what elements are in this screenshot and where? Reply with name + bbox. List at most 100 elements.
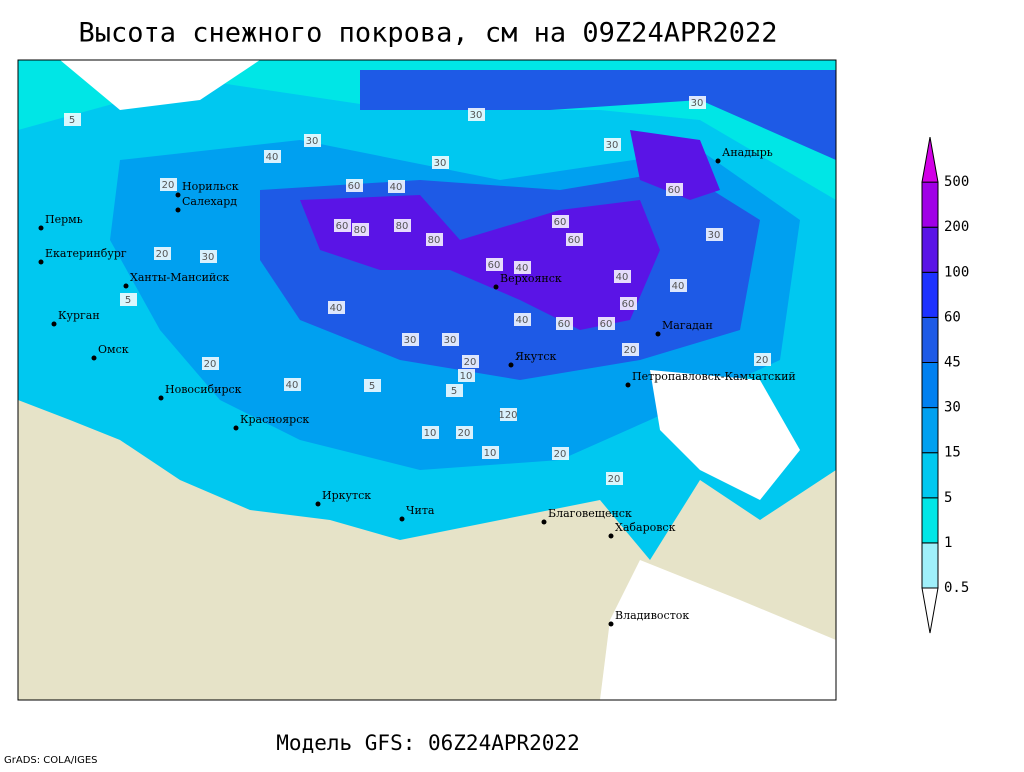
- contour-label: 30: [606, 140, 619, 151]
- contour-label-box: [432, 156, 449, 169]
- city-dot: [38, 225, 44, 231]
- contour-label: 30: [306, 136, 319, 147]
- contour-label-box: [394, 219, 411, 232]
- city-dot: [233, 425, 239, 431]
- contour-label-box: [500, 408, 517, 421]
- colorbar-label: 5: [944, 490, 952, 506]
- city-label: Ханты-Мансийск: [130, 271, 229, 284]
- contour-label-box: [284, 378, 301, 391]
- city-label: Курган: [58, 309, 100, 322]
- snow-area: [300, 195, 660, 330]
- contour-label: 60: [600, 319, 613, 330]
- contour-label: 60: [668, 185, 681, 196]
- contour-label-box: [754, 353, 771, 366]
- contour-label: 20: [464, 357, 477, 368]
- city-label: Магадан: [662, 319, 713, 332]
- city-label: Владивосток: [615, 609, 689, 622]
- contour-label: 60: [348, 181, 361, 192]
- city-label: Петропавловск-Камчатский: [632, 370, 796, 383]
- contour-label: 5: [451, 386, 457, 397]
- contour-label-box: [670, 279, 687, 292]
- contour-label: 30: [434, 158, 447, 169]
- city-dot: [38, 259, 44, 265]
- contour-label: 40: [286, 380, 299, 391]
- contour-label: 60: [568, 235, 581, 246]
- contour-label-box: [552, 447, 569, 460]
- city-label: Екатеринбург: [45, 247, 127, 260]
- contour-label-box: [458, 369, 475, 382]
- contour-label-box: [402, 333, 419, 346]
- contour-label-box: [364, 379, 381, 392]
- contour-label-box: [456, 426, 473, 439]
- colorbar-label: 60: [944, 309, 961, 325]
- sea: [600, 560, 836, 700]
- snow-area: [360, 70, 836, 160]
- city-label: Якутск: [515, 350, 556, 363]
- city-label: Омск: [98, 343, 129, 356]
- city-dot: [493, 284, 499, 290]
- colorbar-label: 500: [944, 174, 969, 190]
- contour-label: 5: [369, 381, 375, 392]
- title: Высота снежного покрова, см на 09Z24APR2…: [79, 18, 778, 49]
- contour-label-box: [202, 357, 219, 370]
- city-label: Новосибирск: [165, 383, 242, 396]
- city-dot: [315, 501, 321, 507]
- city-dot: [91, 355, 97, 361]
- colorbar-swatch: [921, 452, 939, 499]
- colorbar-label: 1: [944, 535, 952, 551]
- contour-label-box: [486, 258, 503, 271]
- contour-label: 20: [756, 355, 769, 366]
- contour-label: 10: [484, 448, 497, 459]
- city-dot: [51, 321, 57, 327]
- contour-label: 10: [424, 428, 437, 439]
- city-dot: [625, 382, 631, 388]
- contour-label-box: [422, 426, 439, 439]
- contour-label-box: [426, 233, 443, 246]
- colorbar-label: 200: [944, 219, 969, 235]
- contour-label: 60: [558, 319, 571, 330]
- contour-label: 60: [336, 221, 349, 232]
- contour-label-box: [620, 297, 637, 310]
- contour-label: 20: [554, 449, 567, 460]
- city-dot: [715, 158, 721, 164]
- city-label: Иркутск: [322, 489, 371, 502]
- city-label: Благовещенск: [548, 507, 632, 520]
- colorbar-triangle: [921, 587, 939, 634]
- contour-label-box: [606, 472, 623, 485]
- contour-label-box: [604, 138, 621, 151]
- contour-label-box: [388, 180, 405, 193]
- contour-label: 40: [330, 303, 343, 314]
- city-label: Анадырь: [722, 146, 773, 159]
- city-dot: [655, 331, 661, 337]
- contour-label-box: [446, 384, 463, 397]
- contour-label-box: [304, 134, 321, 147]
- contour-label-box: [482, 446, 499, 459]
- city-label: Чита: [406, 504, 435, 517]
- city-dot: [175, 192, 181, 198]
- contour-label: 80: [428, 235, 441, 246]
- contour-label: 40: [390, 182, 403, 193]
- contour-label: 40: [672, 281, 685, 292]
- contour-label: 20: [624, 345, 637, 356]
- colorbar-swatch: [921, 362, 939, 409]
- colorbar-label: 15: [944, 445, 961, 461]
- contour-label-box: [689, 96, 706, 109]
- city-dot: [541, 519, 547, 525]
- city-labels: Норильск Салехард Пермь ЕкатеринбургХанты-М…: [38, 146, 796, 627]
- credit: GrADS: COLA/IGES: [4, 755, 98, 766]
- contour-label: 20: [156, 249, 169, 260]
- contour-label-box: [64, 113, 81, 126]
- contour-label-box: [514, 313, 531, 326]
- contour-label-box: [346, 179, 363, 192]
- contour-label-box: [566, 233, 583, 246]
- sea: [650, 370, 800, 500]
- contour-label-box: [442, 333, 459, 346]
- contour-label: 60: [554, 217, 567, 228]
- city-label: Салехард: [182, 195, 237, 208]
- contour-label-box: [666, 183, 683, 196]
- contour-label: 40: [616, 272, 629, 283]
- city-dot: [123, 283, 129, 289]
- contour-label-box: [556, 317, 573, 330]
